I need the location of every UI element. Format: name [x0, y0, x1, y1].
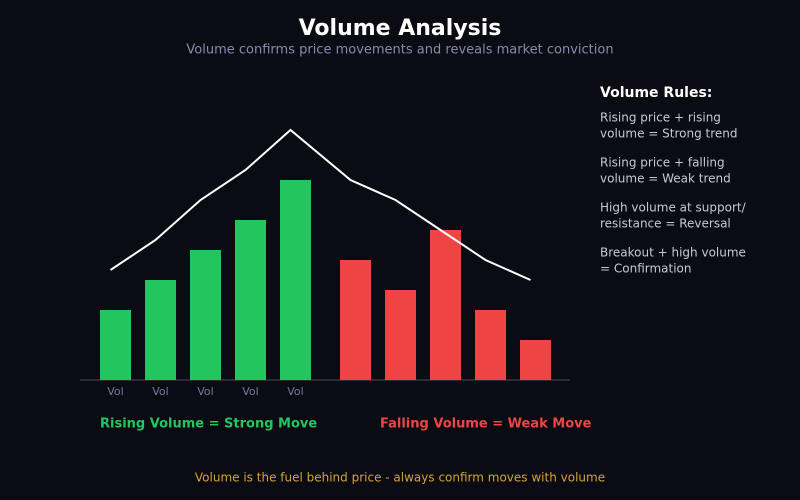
bar: [475, 310, 506, 380]
rule-text: = Confirmation: [600, 262, 692, 276]
x-tick-label: Vol: [107, 385, 123, 398]
rule-text: volume = Strong trend: [600, 127, 738, 141]
bar: [145, 280, 176, 380]
bar: [385, 290, 416, 380]
x-tick-label: Vol: [287, 385, 303, 398]
annotation: Falling Volume = Weak Move: [380, 417, 592, 432]
annotation: Rising Volume = Strong Move: [100, 417, 317, 432]
bar: [430, 230, 461, 380]
footer: Volume is the fuel behind price - always…: [195, 471, 605, 485]
x-tick-label: Vol: [242, 385, 258, 398]
rule-text: Breakout + high volume: [600, 246, 746, 260]
bar: [520, 340, 551, 380]
x-tick-label: Vol: [197, 385, 213, 398]
rule-text: volume = Weak trend: [600, 172, 731, 186]
rule-text: Rising price + rising: [600, 111, 721, 125]
price-line: [109, 128, 531, 281]
chart-title: Volume Analysis: [299, 16, 502, 41]
rules-title: Volume Rules:: [600, 85, 712, 101]
rule-text: Rising price + falling: [600, 156, 725, 170]
rule-text: resistance = Reversal: [600, 217, 731, 231]
chart-subtitle: Volume confirms price movements and reve…: [186, 43, 613, 58]
rule-text: High volume at support/: [600, 201, 747, 215]
bar: [190, 250, 221, 380]
bar: [280, 180, 311, 380]
bar: [100, 310, 131, 380]
bar: [235, 220, 266, 380]
x-tick-label: Vol: [152, 385, 168, 398]
bar: [340, 260, 371, 380]
